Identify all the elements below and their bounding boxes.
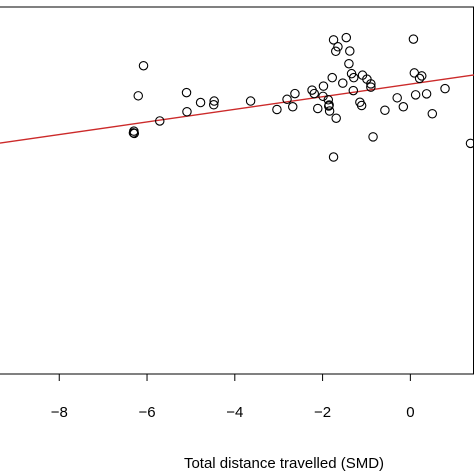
data-point [328, 152, 339, 162]
data-point [345, 46, 355, 56]
x-axis-title: Total distance travelled (SMD) [184, 455, 384, 472]
data-point [380, 105, 390, 116]
plot-frame [0, 6, 474, 375]
data-point [182, 107, 192, 117]
data-point [417, 71, 427, 81]
regression-line [0, 74, 474, 144]
data-point [338, 78, 348, 88]
data-point [330, 46, 341, 57]
data-point [133, 91, 144, 101]
data-point [208, 100, 219, 110]
data-point [324, 100, 334, 110]
x-axis: −8 −6 −4 −2 0 [0, 373, 474, 421]
data-point [348, 85, 359, 96]
data-point [318, 81, 329, 91]
data-point [421, 89, 432, 99]
data-point [328, 35, 339, 45]
data-point [410, 90, 421, 100]
data-point [209, 96, 219, 106]
data-point [324, 106, 335, 116]
data-point [129, 128, 140, 139]
data-point [366, 82, 376, 92]
data-point [327, 72, 337, 83]
data-point [392, 93, 402, 103]
data-point [368, 132, 378, 142]
data-point [245, 96, 256, 106]
data-point [408, 34, 419, 44]
data-point [181, 87, 192, 98]
data-point [272, 104, 282, 115]
data-point [331, 113, 341, 123]
points-layer [128, 32, 474, 162]
data-point [282, 94, 292, 105]
x-ticks: −8 −6 −4 −2 0 [51, 374, 415, 421]
data-point [195, 97, 206, 108]
data-point [344, 58, 354, 69]
data-point [323, 95, 334, 105]
data-point [398, 102, 409, 112]
data-point [287, 102, 298, 112]
data-point [313, 103, 323, 114]
x-tick-label: −6 [138, 404, 155, 421]
x-tick-label: 0 [406, 404, 414, 421]
data-point [465, 138, 474, 149]
x-tick-label: −2 [314, 404, 331, 421]
data-point [440, 83, 450, 94]
data-point [427, 108, 438, 119]
regression-layer [0, 74, 474, 144]
data-point [290, 88, 300, 99]
data-point [366, 79, 376, 89]
x-tick-label: −8 [51, 404, 68, 421]
data-point [307, 85, 317, 95]
data-point [155, 116, 165, 126]
data-point [138, 60, 149, 71]
x-tick-label: −4 [226, 404, 243, 421]
data-point [356, 100, 367, 111]
data-point [318, 91, 328, 102]
data-point [348, 72, 359, 83]
data-point [333, 42, 343, 52]
data-point [341, 32, 352, 43]
data-point [414, 73, 425, 84]
